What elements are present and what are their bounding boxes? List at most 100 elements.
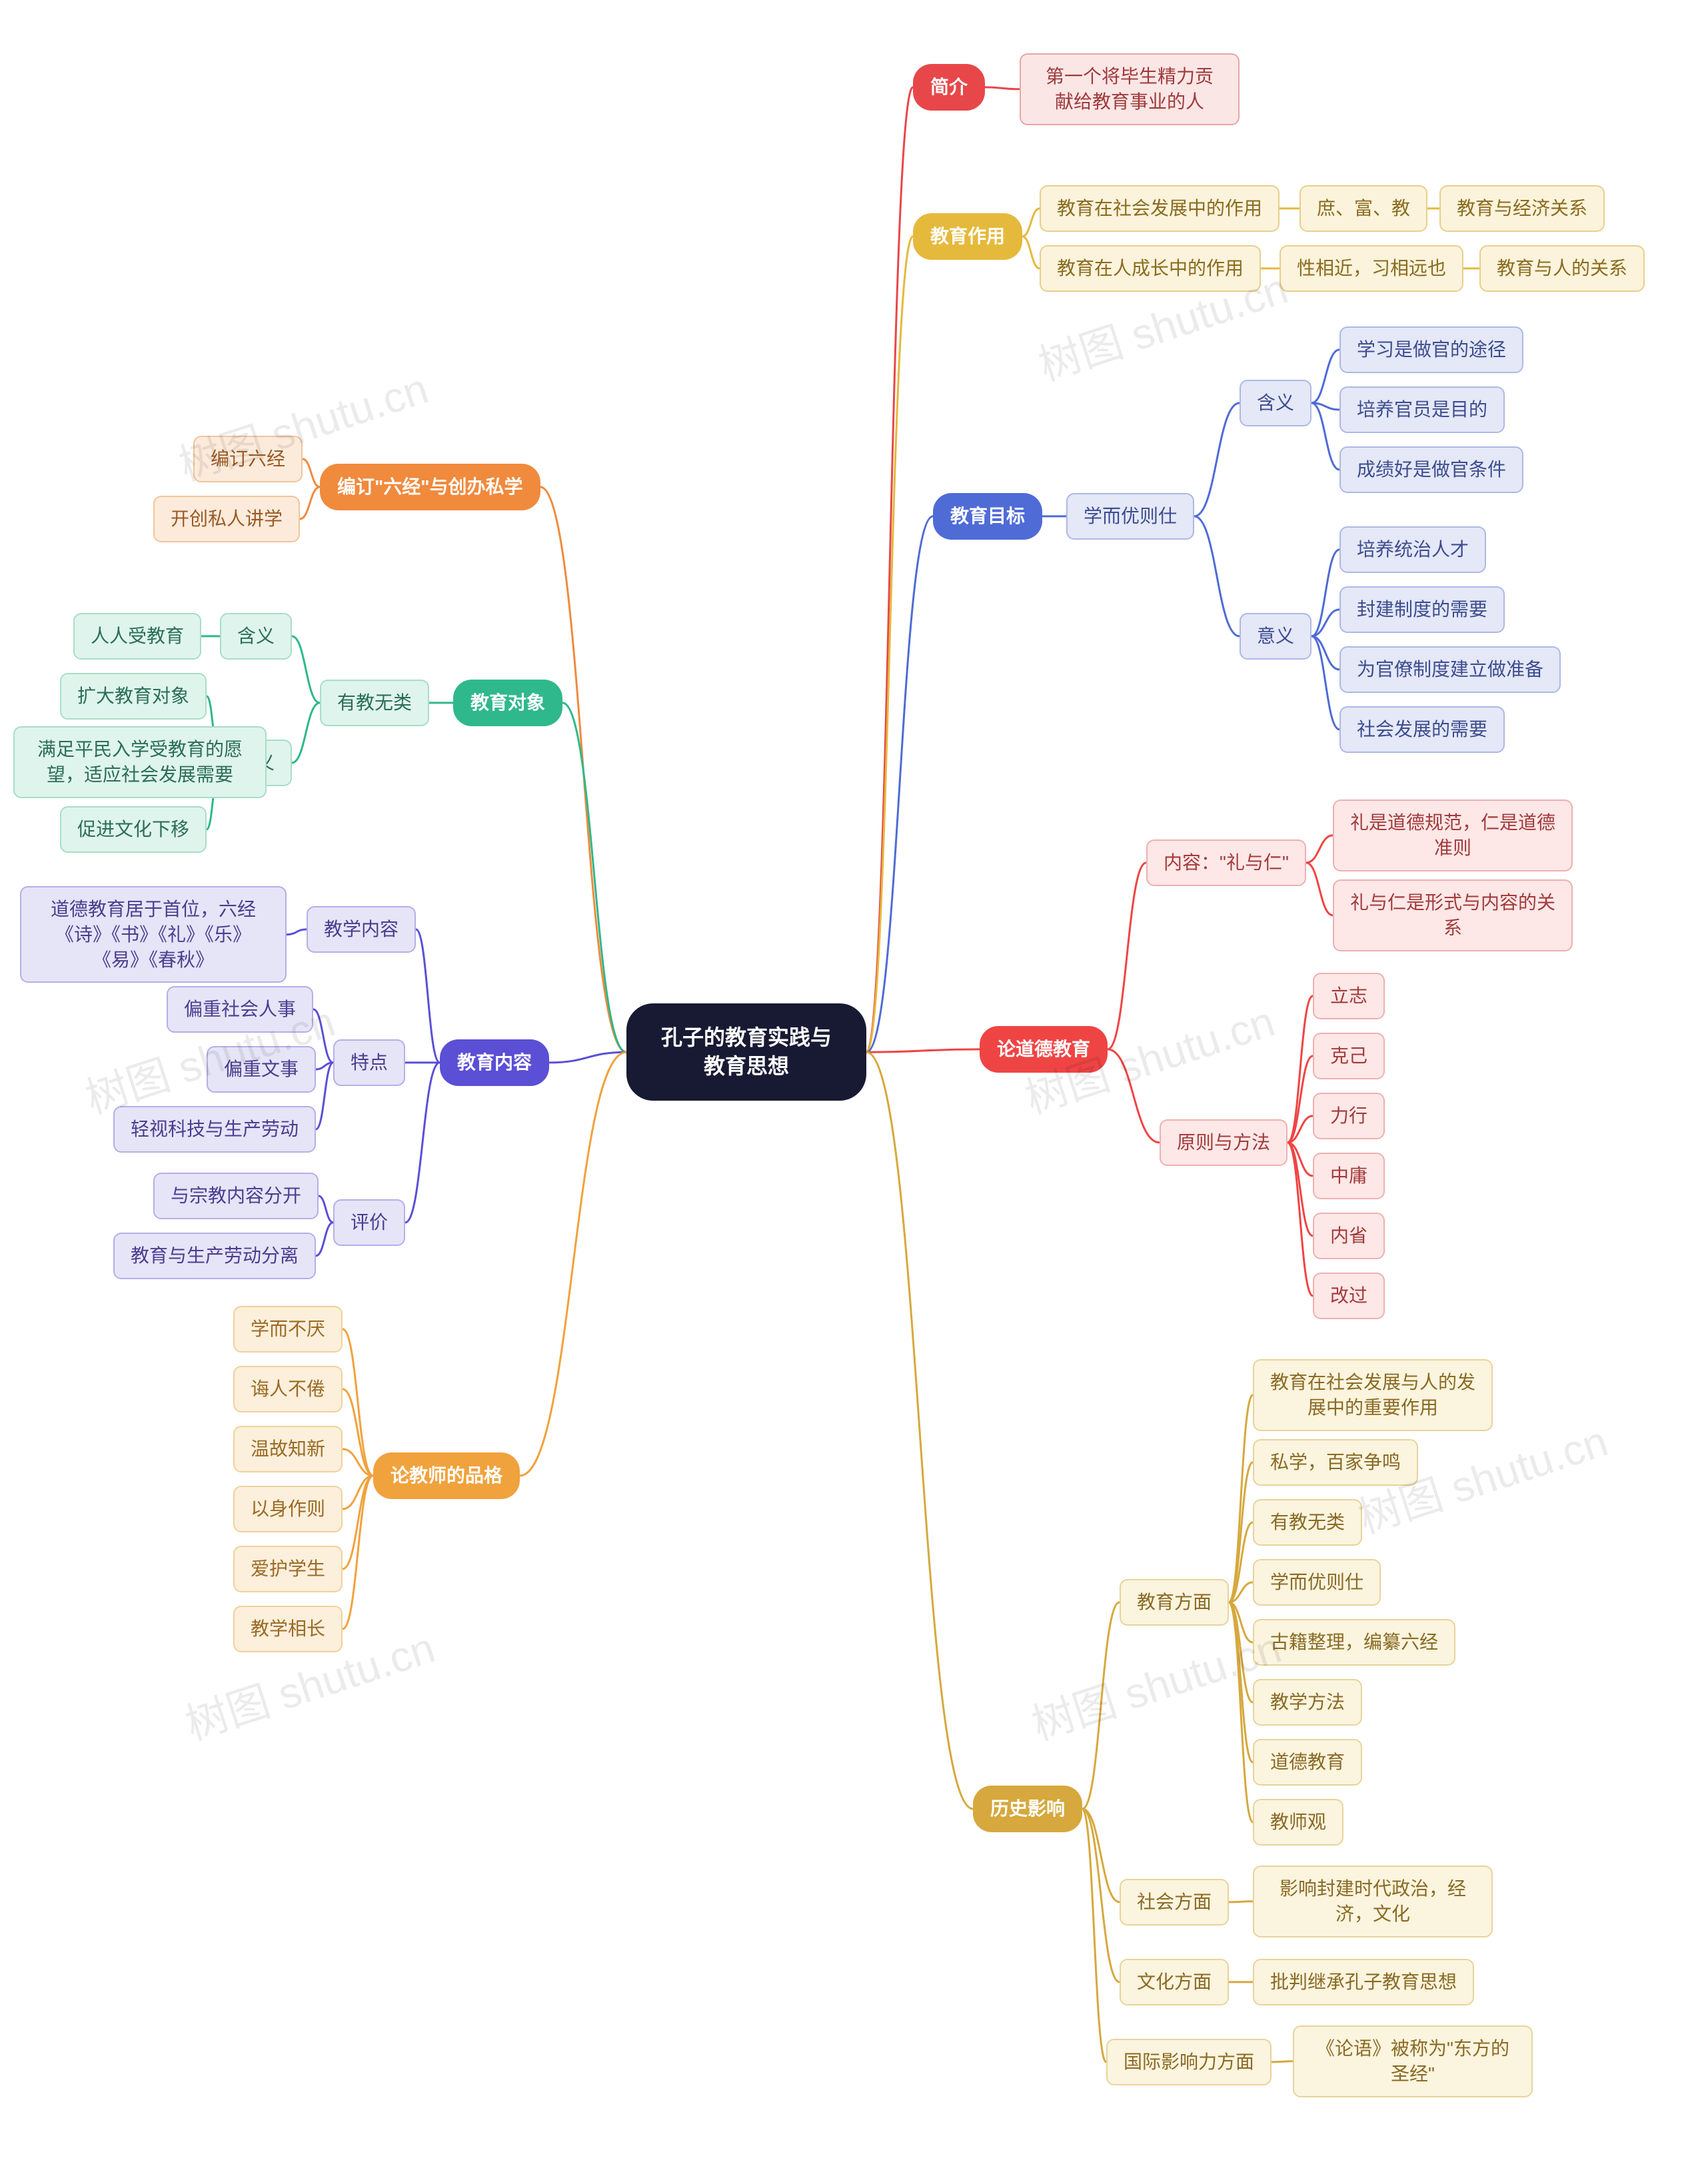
mindmap-node[interactable]: 第一个将毕生精力贡献给教育事业的人: [1020, 53, 1240, 125]
mindmap-node[interactable]: 人人受教育: [73, 613, 201, 660]
mindmap-node[interactable]: 礼与仁是形式与内容的关系: [1333, 879, 1573, 951]
edge: [343, 1329, 373, 1476]
mindmap-node[interactable]: 庶、富、教: [1299, 185, 1427, 232]
edge: [1082, 1809, 1106, 2062]
mindmap-node[interactable]: 教师观: [1253, 1799, 1343, 1846]
mindmap-node[interactable]: 评价: [333, 1199, 405, 1246]
mindmap-node[interactable]: 有教无类: [320, 680, 429, 726]
mindmap-node[interactable]: 内省: [1313, 1213, 1385, 1259]
mindmap-node[interactable]: 满足平民入学受教育的愿望，适应社会发展需要: [13, 726, 267, 798]
mindmap-node[interactable]: 性相近，习相远也: [1280, 245, 1463, 292]
mindmap-node[interactable]: 教育内容: [440, 1039, 549, 1086]
edge: [1082, 1809, 1120, 1982]
mindmap-node[interactable]: 教育在人成长中的作用: [1040, 245, 1261, 292]
edge: [343, 1476, 373, 1509]
mindmap-node[interactable]: 成绩好是做官条件: [1339, 446, 1523, 493]
mindmap-node[interactable]: 教育作用: [913, 213, 1022, 260]
mindmap-node[interactable]: 教育目标: [933, 493, 1042, 540]
edge: [1311, 403, 1339, 470]
mindmap-node[interactable]: 有教无类: [1253, 1499, 1362, 1546]
mindmap-node[interactable]: 偏重社会人事: [167, 986, 313, 1033]
mindmap-node[interactable]: 社会方面: [1120, 1879, 1229, 1925]
mindmap-node[interactable]: 教育与经济关系: [1439, 185, 1605, 232]
mindmap-node[interactable]: 与宗教内容分开: [153, 1173, 319, 1219]
mindmap-node[interactable]: 封建制度的需要: [1339, 586, 1505, 633]
mindmap-node[interactable]: 培养官员是目的: [1339, 386, 1505, 433]
edge: [316, 1223, 333, 1256]
edge: [1108, 863, 1146, 1049]
mindmap-node[interactable]: 特点: [333, 1039, 405, 1086]
mindmap-node[interactable]: 论道德教育: [980, 1026, 1108, 1073]
mindmap-node[interactable]: 道德教育: [1253, 1739, 1362, 1786]
mindmap-node[interactable]: 国际影响力方面: [1106, 2039, 1272, 2085]
mindmap-node[interactable]: 原则与方法: [1160, 1119, 1287, 1166]
mindmap-node[interactable]: 教育对象: [453, 680, 562, 726]
mindmap-node[interactable]: 教学相长: [233, 1606, 343, 1652]
mindmap-node[interactable]: 论教师的品格: [373, 1452, 520, 1499]
mindmap-node[interactable]: 编订"六经"与创办私学: [320, 464, 540, 510]
mindmap-node[interactable]: 扩大教育对象: [60, 673, 207, 720]
edge: [1022, 237, 1040, 269]
mindmap-node[interactable]: 含义: [220, 613, 292, 660]
mindmap-node[interactable]: 力行: [1313, 1093, 1385, 1139]
mindmap-node[interactable]: 以身作则: [233, 1486, 343, 1532]
edge: [1287, 1143, 1313, 1296]
mindmap-node[interactable]: 礼是道德规范，仁是道德准则: [1333, 800, 1573, 871]
mindmap-node[interactable]: 历史影响: [973, 1786, 1082, 1832]
mindmap-node[interactable]: 批判继承孔子教育思想: [1253, 1959, 1474, 2005]
mindmap-node[interactable]: 编订六经: [193, 436, 303, 482]
mindmap-canvas: 孔子的教育实践与教育思想简介第一个将毕生精力贡献给教育事业的人教育作用教育在社会…: [0, 0, 1706, 2184]
mindmap-node[interactable]: 意义: [1240, 613, 1311, 660]
edge: [540, 487, 626, 1052]
edge: [1229, 1602, 1253, 1702]
mindmap-node[interactable]: 爱护学生: [233, 1546, 343, 1592]
mindmap-node[interactable]: 教育与人的关系: [1479, 245, 1645, 292]
edge: [343, 1389, 373, 1476]
mindmap-node[interactable]: 学习是做官的途径: [1339, 326, 1523, 373]
mindmap-node[interactable]: 中庸: [1313, 1153, 1385, 1199]
edge: [1272, 2061, 1293, 2062]
edge: [1229, 1582, 1253, 1602]
mindmap-node[interactable]: 诲人不倦: [233, 1366, 343, 1412]
mindmap-node[interactable]: 影响封建时代政治，经济，文化: [1253, 1866, 1493, 1937]
mindmap-node[interactable]: 社会发展的需要: [1339, 706, 1505, 753]
edge: [866, 1052, 973, 1809]
mindmap-node[interactable]: 克己: [1313, 1033, 1385, 1079]
mindmap-node[interactable]: 培养统治人才: [1339, 526, 1486, 573]
mindmap-node[interactable]: 为官僚制度建立做准备: [1339, 646, 1561, 693]
mindmap-node[interactable]: 开创私人讲学: [153, 496, 300, 542]
mindmap-node[interactable]: 教育与生产劳动分离: [113, 1233, 316, 1279]
root-node[interactable]: 孔子的教育实践与教育思想: [626, 1003, 866, 1101]
mindmap-node[interactable]: 轻视科技与生产劳动: [113, 1106, 316, 1153]
mindmap-node[interactable]: 偏重文事: [207, 1046, 316, 1093]
mindmap-node[interactable]: 教育在社会发展与人的发展中的重要作用: [1253, 1359, 1493, 1431]
mindmap-node[interactable]: 教学内容: [307, 906, 416, 953]
mindmap-node[interactable]: 道德教育居于首位，六经《诗》《书》《礼》《乐》《易》《春秋》: [20, 886, 287, 983]
mindmap-node[interactable]: 《论语》被称为"东方的圣经": [1293, 2025, 1533, 2097]
edge: [985, 87, 1020, 89]
edge: [1311, 610, 1339, 636]
mindmap-node[interactable]: 立志: [1313, 973, 1385, 1019]
mindmap-node[interactable]: 促进文化下移: [60, 806, 207, 853]
mindmap-node[interactable]: 学而优则仕: [1066, 493, 1194, 540]
mindmap-node[interactable]: 内容："礼与仁": [1146, 839, 1306, 886]
mindmap-node[interactable]: 温故知新: [233, 1426, 343, 1472]
mindmap-node[interactable]: 学而不厌: [233, 1306, 343, 1353]
mindmap-node[interactable]: 含义: [1240, 380, 1311, 426]
edge: [1194, 403, 1240, 516]
mindmap-node[interactable]: 教学方法: [1253, 1679, 1362, 1726]
mindmap-node[interactable]: 教育在社会发展中的作用: [1040, 185, 1280, 232]
mindmap-node[interactable]: 古籍整理，编纂六经: [1253, 1619, 1455, 1666]
edge: [292, 703, 320, 763]
mindmap-node[interactable]: 简介: [913, 64, 985, 111]
mindmap-node[interactable]: 教育方面: [1120, 1579, 1229, 1626]
mindmap-node[interactable]: 私学，百家争鸣: [1253, 1439, 1418, 1486]
edge: [313, 1009, 333, 1063]
mindmap-node[interactable]: 学而优则仕: [1253, 1559, 1381, 1606]
edge: [1287, 996, 1313, 1143]
edge: [1229, 1462, 1253, 1602]
edge: [287, 929, 307, 935]
mindmap-node[interactable]: 文化方面: [1120, 1959, 1229, 2005]
edge: [1287, 1056, 1313, 1143]
mindmap-node[interactable]: 改过: [1313, 1273, 1385, 1319]
